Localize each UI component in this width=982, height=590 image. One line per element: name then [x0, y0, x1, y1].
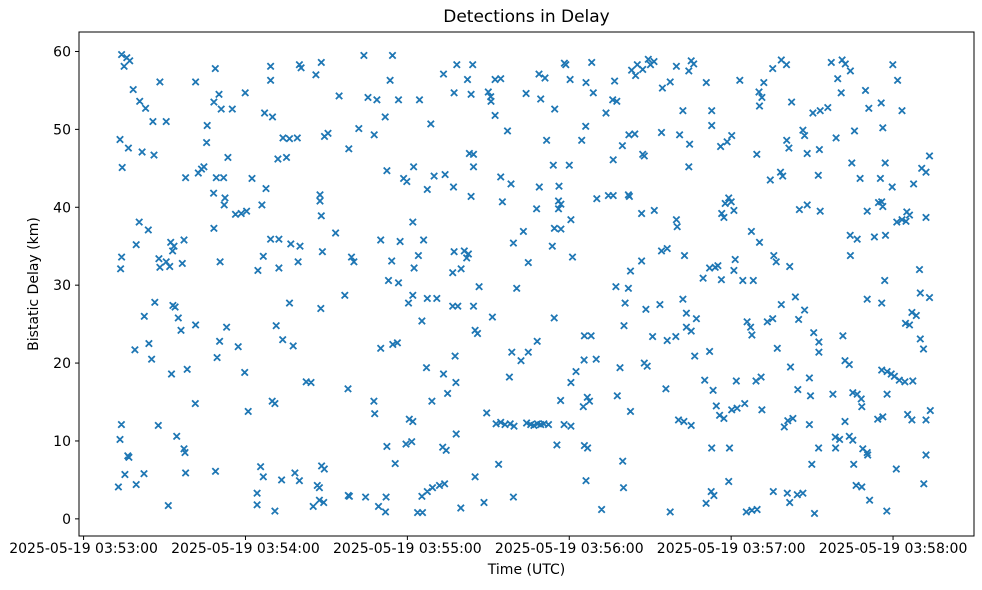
y-tick-label: 30: [53, 278, 71, 294]
x-tick-label: 2025-05-19 03:58:00: [819, 541, 968, 557]
scatter-points: [114, 50, 935, 518]
y-tick-label: 0: [62, 512, 71, 528]
y-axis-label: Bistatic Delay (km): [26, 217, 42, 351]
x-tick-label: 2025-05-19 03:54:00: [171, 541, 320, 557]
x-tick-label: 2025-05-19 03:57:00: [657, 541, 806, 557]
y-tick-label: 10: [53, 434, 71, 450]
x-tick-label: 2025-05-19 03:53:00: [9, 541, 158, 557]
plot-frame: [78, 31, 975, 537]
y-tick-label: 60: [53, 44, 71, 60]
chart-title: Detections in Delay: [443, 7, 610, 27]
plot-generated: 2025-05-19 03:53:00 2025-05-19 03:54:00 20…: [9, 31, 975, 557]
x-tick-label: 2025-05-19 03:55:00: [333, 541, 482, 557]
y-tick-label: 50: [53, 122, 71, 138]
x-tick-label: 2025-05-19 03:56:00: [495, 541, 644, 557]
y-tick-label: 20: [53, 356, 71, 372]
x-axis-label: Time (UTC): [487, 562, 565, 578]
y-tick-label: 40: [53, 200, 71, 216]
